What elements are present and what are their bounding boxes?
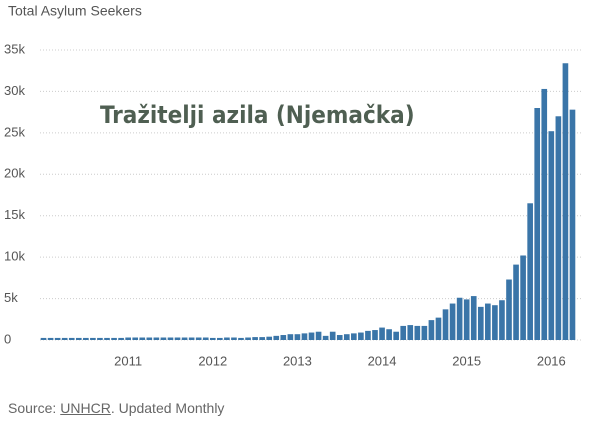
x-tick-label: 2013 [283, 353, 312, 368]
chart: Total Asylum Seekers Tražitelji azila (N… [4, 3, 582, 368]
bar [217, 337, 223, 340]
source: Source: UNHCR. Updated Monthly [8, 400, 224, 416]
bar [315, 331, 322, 340]
bar [209, 337, 216, 340]
y-tick-label: 10k [4, 249, 25, 264]
bar [343, 334, 350, 340]
bar [111, 337, 117, 340]
y-tick-label: 25k [4, 124, 25, 139]
bar [513, 264, 519, 340]
y-tick-label: 30k [4, 83, 25, 98]
bar [393, 331, 399, 340]
bar [421, 325, 428, 340]
bar [153, 337, 160, 340]
bar [322, 335, 329, 340]
bar [414, 325, 421, 340]
bar [238, 337, 244, 340]
source-suffix: . Updated Monthly [110, 400, 225, 416]
bar [372, 330, 378, 340]
bar [132, 337, 139, 340]
y-tick-label: 5k [4, 290, 18, 305]
bar [400, 325, 407, 340]
bar [90, 337, 96, 340]
bar [351, 333, 357, 340]
bar [456, 297, 463, 340]
bar [548, 131, 555, 340]
bar [146, 337, 153, 340]
bar [485, 303, 491, 340]
bar [386, 329, 392, 340]
bar [492, 305, 498, 340]
bar [407, 325, 414, 340]
bar [358, 332, 364, 340]
bar [47, 337, 54, 340]
x-tick-label: 2012 [198, 353, 227, 368]
bar [280, 335, 287, 340]
x-tick-label: 2015 [452, 353, 481, 368]
bar [435, 317, 442, 340]
bar [301, 333, 308, 340]
y-tick-label: 0 [4, 331, 11, 346]
bar [379, 327, 385, 340]
bar [75, 337, 82, 340]
bar [506, 279, 512, 340]
bar [68, 337, 75, 340]
bar [167, 337, 174, 340]
bar [202, 337, 209, 340]
bar [569, 109, 576, 341]
bar [470, 296, 477, 340]
bar [188, 337, 195, 340]
bar [527, 203, 533, 340]
bar [61, 337, 68, 340]
bar [287, 334, 294, 340]
x-tick-label: 2014 [368, 353, 397, 368]
bar [555, 116, 562, 341]
bar [442, 309, 449, 340]
x-tick-label: 2016 [537, 353, 566, 368]
source-link[interactable]: UNHCR [60, 400, 111, 416]
bar [104, 337, 110, 340]
x-tick-label: 2011 [114, 353, 142, 368]
y-tick-label: 15k [4, 207, 25, 222]
bar [40, 337, 47, 340]
bar [562, 63, 569, 340]
bar [231, 337, 237, 340]
bar [97, 337, 103, 340]
bar [520, 255, 526, 340]
bar [266, 336, 273, 340]
bar [54, 337, 61, 340]
bar [139, 337, 146, 340]
bar [499, 300, 505, 340]
bar [181, 337, 188, 340]
bar [259, 337, 265, 340]
bar [174, 337, 181, 340]
bar [336, 335, 343, 340]
bar [125, 337, 131, 340]
bar [541, 88, 548, 340]
bar [224, 337, 230, 340]
bar [463, 299, 470, 340]
bar [245, 337, 251, 340]
bar [294, 334, 301, 340]
bar [329, 331, 336, 340]
annotation: Tražitelji azila (Njemačka) [100, 101, 415, 129]
bar [428, 320, 435, 340]
bar [449, 303, 456, 340]
bar [273, 335, 280, 340]
bar [195, 337, 202, 340]
bar [308, 332, 315, 340]
bar [534, 108, 541, 340]
bar [83, 337, 89, 340]
y-tick-label: 20k [4, 166, 25, 181]
bar [252, 337, 258, 340]
bar [160, 337, 167, 340]
bar [365, 330, 371, 340]
bar [118, 337, 124, 340]
chart-title: Total Asylum Seekers [8, 3, 142, 19]
y-tick-label: 35k [4, 41, 25, 56]
bar [477, 306, 484, 340]
source-prefix: Source: [8, 400, 57, 416]
